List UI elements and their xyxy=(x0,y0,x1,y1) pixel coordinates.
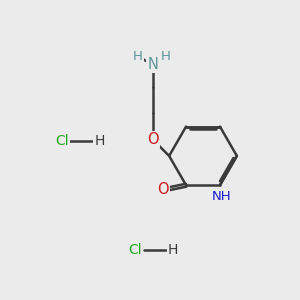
Text: H: H xyxy=(94,134,104,148)
Text: N: N xyxy=(148,57,158,72)
Text: H: H xyxy=(160,50,170,63)
Text: H: H xyxy=(168,243,178,257)
Text: O: O xyxy=(158,182,169,197)
Text: Cl: Cl xyxy=(55,134,68,148)
Text: Cl: Cl xyxy=(128,243,142,257)
Text: O: O xyxy=(147,132,159,147)
Text: H: H xyxy=(133,50,142,63)
Text: NH: NH xyxy=(212,190,231,203)
